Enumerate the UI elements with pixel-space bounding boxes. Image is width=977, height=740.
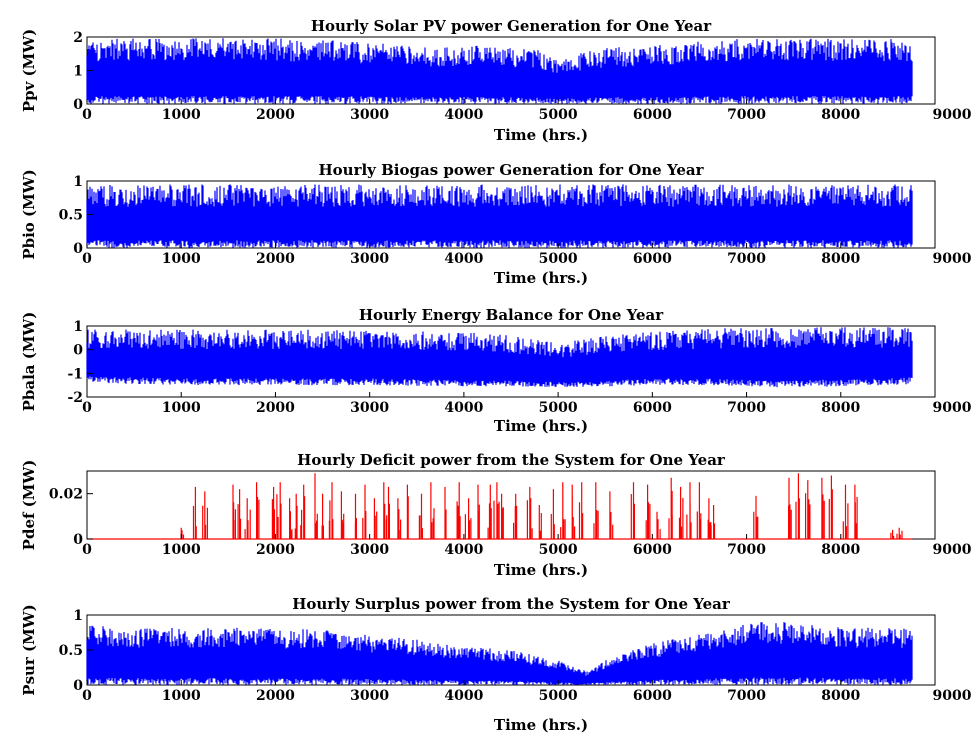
y-tick-label: 0 [73,343,83,359]
y-tick-label: 0 [73,97,83,113]
x-tick-label: 2000 [256,542,295,558]
series-envelope [86,327,913,388]
x-tick-label: 4000 [444,542,483,558]
x-tick-label: 8000 [821,107,860,123]
x-tick-label: 2000 [256,251,295,267]
x-tick-label: 0 [82,400,92,416]
x-tick-label: 6000 [633,107,672,123]
y-tick-label: 0.5 [59,643,83,659]
y-tick-label: 0.5 [59,208,83,224]
chart-panel-1: 0 1000 2000 3000 4000 5000 6000 7000 8000 9000 0 1 2… [20,17,972,144]
x-tick-label: 3000 [350,400,389,416]
x-tick-label: 3000 [350,107,389,123]
x-tick-label: 2000 [256,688,295,704]
y-tick-label: 0 [73,532,83,548]
x-tick-label: 5000 [539,400,578,416]
x-tick-label: 9000 [933,107,972,123]
x-tick-label: 6000 [633,542,672,558]
x-tick-label: 8000 [821,542,860,558]
x-axis-title: Time (hrs.) [494,561,588,579]
x-tick-label: 0 [82,251,92,267]
x-tick-label: 1000 [162,400,201,416]
x-tick-label: 4000 [444,688,483,704]
x-tick-label: 1000 [162,688,201,704]
x-tick-label: 0 [82,542,92,558]
series-line [87,473,913,540]
x-tick-label: 4000 [444,107,483,123]
plot-area [86,470,936,540]
x-tick-label: 1000 [162,542,201,558]
x-tick-label: 7000 [727,688,766,704]
x-tick-label: 5000 [539,542,578,558]
x-axis-title: Time (hrs.) [494,269,588,287]
x-tick-label: 7000 [727,107,766,123]
chart-panel-3: 0 1000 2000 3000 4000 5000 6000 7000 8000 9000 -2 -… [20,306,972,435]
chart-title: Hourly Energy Balance for One Year [359,306,664,324]
y-axis-title: Ppv (MW) [20,29,38,112]
x-tick-label: 7000 [727,251,766,267]
x-tick-label: 6000 [633,688,672,704]
chart-title: Hourly Deficit power from the System for… [297,451,726,469]
chart-panel-5: 0 1000 2000 3000 4000 5000 6000 7000 8000 9000 0 0.… [20,595,972,734]
y-axis-title: Pdef (MW) [20,460,38,551]
series-envelope [86,184,913,248]
y-axis-title: Pbala (MW) [20,312,38,412]
y-tick-label: 2 [73,30,83,46]
y-tick-label: -1 [67,366,83,382]
y-tick-label: 1 [73,174,83,190]
x-tick-label: 8000 [821,251,860,267]
x-tick-label: 2000 [256,107,295,123]
chart-panel-4: 0 1000 2000 3000 4000 5000 6000 7000 8000 9000 0 0.… [20,451,972,579]
x-tick-label: 1000 [162,107,201,123]
x-tick-label: 6000 [633,400,672,416]
x-tick-label: 7000 [727,400,766,416]
chart-title: Hourly Biogas power Generation for One Y… [318,161,704,179]
x-axis-title: Time (hrs.) [494,417,588,435]
x-tick-label: 9000 [933,542,972,558]
x-tick-label: 9000 [933,688,972,704]
x-tick-label: 4000 [444,251,483,267]
x-tick-label: 3000 [350,688,389,704]
x-axis-title: Time (hrs.) [494,716,588,734]
x-tick-label: 9000 [933,251,972,267]
series-envelope [86,38,913,104]
x-tick-label: 5000 [539,251,578,267]
x-tick-label: 2000 [256,400,295,416]
x-tick-label: 3000 [350,542,389,558]
x-tick-label: 6000 [633,251,672,267]
y-tick-label: 0.02 [49,487,83,503]
y-tick-label: 1 [73,608,83,624]
x-tick-label: 4000 [444,400,483,416]
x-tick-label: 3000 [350,251,389,267]
x-axis-title: Time (hrs.) [494,126,588,144]
x-tick-label: 0 [82,688,92,704]
x-tick-label: 5000 [539,107,578,123]
chart-title: Hourly Surplus power from the System for… [292,595,731,613]
y-tick-label: 0 [73,678,83,694]
x-tick-label: 7000 [727,542,766,558]
y-axis-title: Pbio (MW) [20,169,38,259]
chart-panel-2: 0 1000 2000 3000 4000 5000 6000 7000 8000 9000 0 0.… [20,161,972,287]
y-tick-label: 1 [73,319,83,335]
y-tick-label: -2 [67,390,83,406]
series-envelope [86,622,913,685]
x-tick-label: 9000 [933,400,972,416]
y-axis-title: Psur (MW) [20,604,38,695]
x-tick-label: 5000 [539,688,578,704]
y-tick-label: 0 [73,241,83,257]
chart-title: Hourly Solar PV power Generation for One… [311,17,712,35]
x-tick-label: 8000 [821,400,860,416]
y-tick-label: 1 [73,64,83,80]
x-tick-label: 0 [82,107,92,123]
x-tick-label: 8000 [821,688,860,704]
x-tick-label: 1000 [162,251,201,267]
